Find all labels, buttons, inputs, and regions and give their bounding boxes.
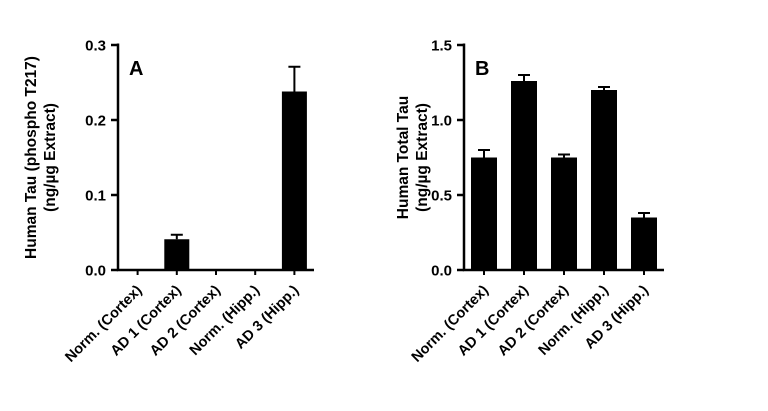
panel-letter: A xyxy=(129,58,143,80)
y-tick-label: 0.2 xyxy=(85,113,106,130)
panel-letter: B xyxy=(475,58,489,80)
y-tick-label: 0.0 xyxy=(85,263,106,280)
y-tick-label: 1.5 xyxy=(431,38,452,55)
y-tick-label: 1.0 xyxy=(431,113,452,130)
chart-panel-a: 0.0 0.1 0.2 0.3 Norm. (Cortex) AD 1 (Cortex) A… xyxy=(23,38,314,366)
chart-panel-b: 0.0 0.5 1.0 1.5 Norm. (Cortex) AD 1 (Cortex) A… xyxy=(384,0,768,411)
y-axis-label: Human Tau (phospho T217) xyxy=(23,56,40,259)
x-category-label: AD 1 (Cortex) xyxy=(455,282,532,359)
bar xyxy=(591,90,617,270)
y-axis-label: Human Total Tau xyxy=(395,96,412,219)
bar xyxy=(164,239,190,270)
x-category-label: Norm. (Hipp.) xyxy=(536,282,612,358)
bar xyxy=(551,157,577,270)
y-tick-label: 0.5 xyxy=(431,188,452,205)
y-axis-label: (ng/µg Extract) xyxy=(42,103,59,212)
y-tick-label: 0.0 xyxy=(431,263,452,280)
bar xyxy=(471,157,497,270)
bar xyxy=(281,91,307,270)
bar xyxy=(631,217,657,270)
y-tick-label: 0.1 xyxy=(85,188,106,205)
y-tick-label: 0.3 xyxy=(85,38,106,55)
y-axis-label: (ng/µg Extract) xyxy=(414,103,431,212)
x-category-label: AD 2 (Cortex) xyxy=(495,282,572,359)
bar xyxy=(511,81,537,270)
